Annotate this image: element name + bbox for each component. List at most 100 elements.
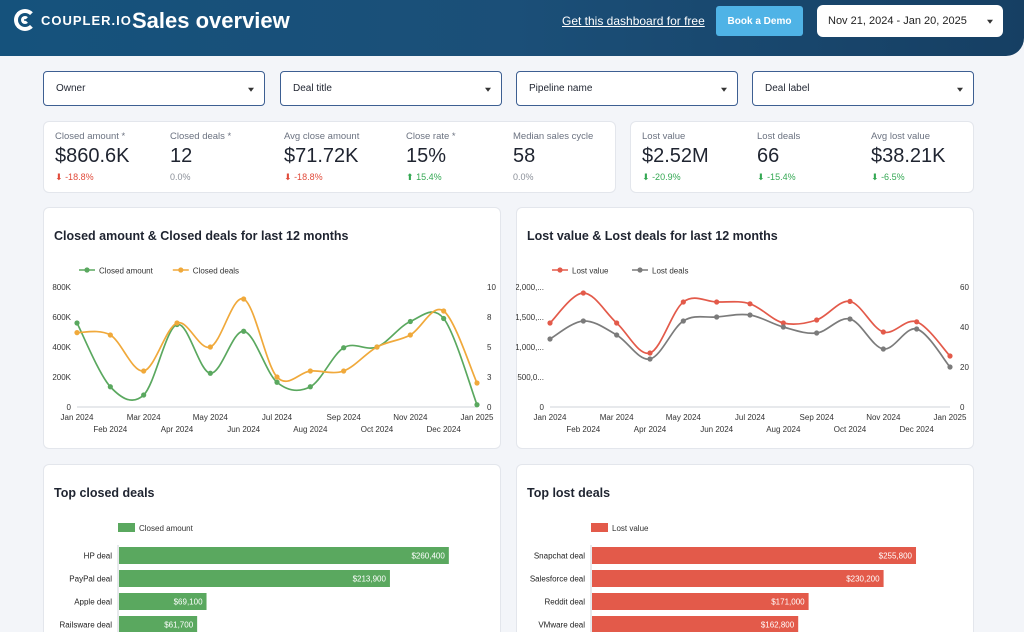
filter-deal-title[interactable]: Deal title bbox=[280, 71, 502, 106]
x-tick-label: Mar 2024 bbox=[600, 413, 634, 422]
data-point bbox=[174, 320, 180, 326]
kpi-label: Lost value bbox=[642, 131, 686, 142]
legend-marker bbox=[557, 267, 563, 273]
bar-value-label: $171,000 bbox=[771, 598, 805, 607]
kpi-delta: ⬇ -18.8% bbox=[284, 172, 323, 182]
get-dashboard-link[interactable]: Get this dashboard for free bbox=[562, 14, 705, 28]
header-bar: COUPLER.IO Sales overview Get this dashb… bbox=[0, 0, 1024, 56]
legend-swatch bbox=[591, 523, 608, 532]
kpi-closed-deals: Closed deals * 12 0.0% bbox=[170, 131, 231, 182]
filter-label: Owner bbox=[56, 83, 86, 94]
data-point bbox=[614, 320, 620, 326]
data-point bbox=[547, 320, 553, 326]
kpi-label: Median sales cycle bbox=[513, 131, 594, 142]
date-range-value: Nov 21, 2024 - Jan 20, 2025 bbox=[828, 15, 967, 27]
legend-marker bbox=[637, 267, 643, 273]
data-point bbox=[747, 301, 753, 307]
data-point bbox=[914, 326, 920, 332]
x-tick-label: Jun 2024 bbox=[700, 425, 733, 434]
x-tick-label: Feb 2024 bbox=[93, 425, 127, 434]
top-closed-bar-chart: Closed amount HP deal $260,400 PayPal deal $… bbox=[60, 523, 449, 632]
kpi-value: 58 bbox=[513, 145, 536, 167]
book-demo-button[interactable]: Book a Demo bbox=[716, 6, 803, 36]
kpi-label: Closed amount * bbox=[55, 131, 126, 142]
bar bbox=[592, 593, 809, 610]
legend-label: Lost value bbox=[612, 524, 649, 533]
data-point bbox=[847, 298, 853, 304]
kpi-value: $2.52M bbox=[642, 145, 709, 167]
closed-trend-card: Closed amount & Closed deals for last 12… bbox=[43, 207, 501, 449]
data-point bbox=[407, 318, 413, 325]
arrow-down-icon: ⬇ bbox=[55, 172, 63, 182]
data-point bbox=[847, 316, 853, 322]
data-point bbox=[307, 368, 313, 374]
x-tick-label: Dec 2024 bbox=[427, 425, 462, 434]
kpi-delta: 0.0% bbox=[170, 172, 191, 182]
y-right-tick: 0 bbox=[960, 403, 965, 412]
kpi-median-sales-cycle: Median sales cycle 58 0.0% bbox=[513, 131, 593, 182]
filter-deal-label[interactable]: Deal label bbox=[752, 71, 974, 106]
coupler-logo-icon bbox=[14, 9, 36, 31]
arrow-down-icon: ⬇ bbox=[871, 172, 879, 182]
x-tick-label: Jan 2025 bbox=[934, 413, 967, 422]
kpi-value: 15% bbox=[406, 145, 447, 167]
page-title: Sales overview bbox=[132, 8, 290, 33]
y-right-tick: 0 bbox=[487, 403, 492, 412]
bar bbox=[119, 616, 198, 632]
x-tick-label: Apr 2024 bbox=[161, 425, 194, 434]
chevron-down-icon bbox=[957, 87, 963, 92]
kpi-label: Lost deals bbox=[757, 131, 801, 142]
logo-text: COUPLER.IO bbox=[41, 12, 132, 28]
kpi-label: Close rate * bbox=[406, 131, 456, 142]
data-point bbox=[714, 299, 720, 305]
kpi-card-lost bbox=[630, 121, 974, 193]
y-left-tick: 600K bbox=[52, 313, 71, 322]
chart-title: Closed amount & Closed deals for last 12… bbox=[54, 229, 349, 243]
x-tick-label: Oct 2024 bbox=[834, 425, 867, 434]
series-line bbox=[549, 313, 951, 368]
data-point bbox=[374, 344, 380, 350]
y-left-tick: 400K bbox=[52, 343, 71, 352]
filter-label: Deal title bbox=[293, 83, 332, 94]
bar-value-label: $213,900 bbox=[353, 575, 387, 584]
filter-pipeline-name[interactable]: Pipeline name bbox=[516, 71, 738, 106]
data-point bbox=[107, 332, 113, 338]
chevron-down-icon bbox=[485, 87, 491, 92]
data-point bbox=[207, 344, 213, 350]
date-range-picker[interactable]: Nov 21, 2024 - Jan 20, 2025 bbox=[817, 5, 1003, 37]
y-right-tick: 40 bbox=[960, 323, 969, 332]
data-point bbox=[780, 324, 786, 330]
kpi-label: Avg lost value bbox=[871, 131, 930, 142]
data-point bbox=[474, 402, 480, 408]
chevron-down-icon bbox=[987, 19, 993, 24]
x-tick-label: Jul 2024 bbox=[735, 413, 766, 422]
y-right-tick: 20 bbox=[960, 363, 969, 372]
legend-label: Lost value bbox=[572, 267, 609, 276]
kpi-close-rate: Close rate * 15% ⬆ 15.4% bbox=[406, 131, 456, 183]
bar-category-label: HP deal bbox=[84, 552, 113, 561]
data-point bbox=[107, 384, 113, 390]
kpi-lost-value: Lost value $2.52M ⬇ -20.9% bbox=[642, 131, 709, 183]
bar-category-label: Snapchat deal bbox=[534, 552, 585, 561]
y-left-tick: 1,500,... bbox=[516, 313, 544, 322]
data-point bbox=[241, 328, 247, 334]
data-point bbox=[680, 318, 686, 324]
data-point bbox=[647, 350, 653, 356]
filter-owner[interactable]: Owner bbox=[43, 71, 265, 106]
data-point bbox=[880, 346, 886, 352]
kpi-value: 12 bbox=[170, 145, 193, 167]
data-point bbox=[74, 330, 80, 336]
x-tick-label: Sep 2024 bbox=[327, 413, 362, 422]
series-line bbox=[76, 311, 478, 406]
y-left-tick: 1,000,... bbox=[516, 343, 544, 352]
series-line bbox=[76, 298, 478, 384]
legend-marker bbox=[178, 267, 184, 273]
x-tick-label: Jan 2025 bbox=[461, 413, 494, 422]
legend-label: Lost deals bbox=[652, 267, 688, 276]
data-point bbox=[747, 312, 753, 318]
kpi-label: Avg close amount bbox=[284, 131, 360, 142]
coupler-logo[interactable]: COUPLER.IO bbox=[14, 9, 132, 31]
kpi-delta: ⬇ -18.8% bbox=[55, 172, 94, 182]
x-tick-label: Jul 2024 bbox=[262, 413, 293, 422]
bar-value-label: $162,800 bbox=[761, 621, 795, 630]
